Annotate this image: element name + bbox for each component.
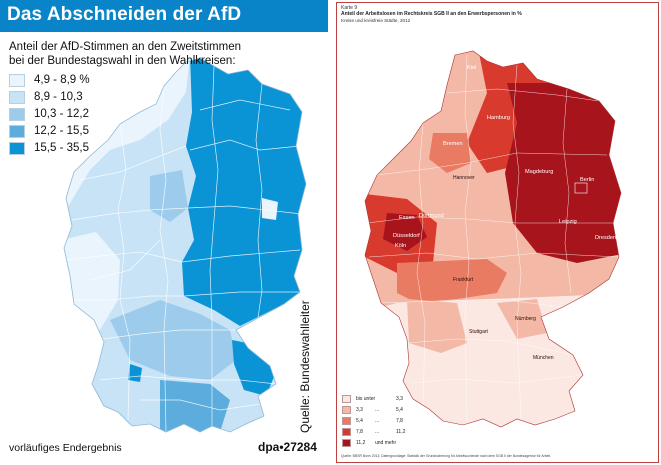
legend-row: 8,9 - 10,3 bbox=[9, 90, 149, 107]
lower-saxony-east bbox=[150, 170, 188, 222]
right-subtitle: Kreise und kreisfreie Städte, 2012 bbox=[341, 18, 411, 23]
legend-sep: und mehr bbox=[375, 439, 397, 446]
afd-map-panel: Das Abschneiden der AfD bbox=[0, 0, 328, 465]
legend-swatch bbox=[342, 395, 351, 403]
legend-swatch bbox=[9, 74, 25, 87]
legend-label: 12,2 - 15,5 bbox=[34, 125, 89, 137]
right-title: Anteil der Arbeitslosen im Rechtskreis S… bbox=[341, 11, 522, 17]
legend-swatch bbox=[9, 125, 25, 138]
legend-swatch bbox=[9, 142, 25, 155]
left-header-bar: Das Abschneiden der AfD bbox=[0, 0, 328, 32]
germany-outline-right bbox=[364, 50, 622, 428]
afd-germany-map bbox=[63, 57, 307, 433]
legend-swatch bbox=[342, 439, 351, 447]
legend-to: 3,3 bbox=[396, 395, 403, 402]
legend-row: 4,9 - 8,9 % bbox=[9, 73, 149, 90]
legend-row: 15,5 - 35,5 bbox=[9, 141, 149, 158]
city-label: Essen bbox=[399, 215, 415, 221]
city-label: München bbox=[533, 355, 554, 361]
right-source: Quelle: BBSR Bonn 2013; Datengrundlage: … bbox=[341, 454, 552, 458]
legend-label: 4,9 - 8,9 % bbox=[34, 74, 90, 86]
city-label: Magdeburg bbox=[525, 169, 553, 175]
city-label: Dortmund bbox=[419, 213, 444, 219]
unemployment-map-panel: Karte 9 Anteil der Arbeitslosen im Recht… bbox=[336, 2, 659, 463]
city-label: Leipzig bbox=[559, 219, 577, 225]
lower-saxony-west bbox=[429, 133, 471, 173]
legend-to: 11,2 bbox=[396, 428, 406, 435]
legend-from: 7,8 bbox=[356, 428, 363, 435]
left-subtitle: Anteil der AfD-Stimmen an den Zweitstimm… bbox=[9, 41, 242, 67]
legend-from: 11,2 bbox=[356, 439, 366, 446]
left-title: Das Abschneiden der AfD bbox=[7, 4, 242, 25]
hesse-mid bbox=[397, 259, 507, 303]
city-label: Dresden bbox=[595, 235, 616, 241]
legend-row: 3,3... 5,4 bbox=[342, 405, 422, 416]
legend-label: 15,5 - 35,5 bbox=[34, 142, 89, 154]
germany-outline-left bbox=[63, 57, 307, 433]
district-lines-right bbox=[366, 54, 620, 424]
city-label: Hannover bbox=[453, 175, 475, 181]
legend-row: 7,8... 11,2 bbox=[342, 427, 422, 438]
legend-sep: ... bbox=[375, 428, 380, 435]
left-footer-note: vorläufiges Endergebnis bbox=[9, 442, 122, 454]
city-label: Berlin bbox=[580, 177, 594, 183]
berlin-west bbox=[262, 198, 278, 220]
right-map-number: Karte 9 bbox=[341, 5, 358, 11]
legend-row: 5,4... 7,8 bbox=[342, 416, 422, 427]
city-label: Nürnberg bbox=[515, 316, 536, 322]
city-label: Kiel bbox=[467, 65, 476, 71]
city-label: Bremen bbox=[443, 141, 463, 147]
city-labels: Hamburg Bremen Hannover Berlin Dortmund … bbox=[393, 65, 616, 361]
legend-from: 3,3 bbox=[356, 406, 363, 413]
legend-to: 5,4 bbox=[396, 406, 403, 413]
legend-row: 10,3 - 12,2 bbox=[9, 107, 149, 124]
south-mid bbox=[110, 300, 236, 380]
city-label: Frankfurt bbox=[453, 277, 474, 283]
legend-sep: ... bbox=[375, 406, 380, 413]
legend-swatch bbox=[342, 417, 351, 425]
legend-row: bis unter 3,3 bbox=[342, 394, 422, 405]
legend-to: 7,8 bbox=[396, 417, 403, 424]
legend-row: 11,2 und mehr bbox=[342, 438, 422, 449]
berlin-area bbox=[574, 182, 588, 194]
legend-from: 5,4 bbox=[356, 417, 363, 424]
east-high bbox=[505, 83, 621, 263]
legend-label: 10,3 - 12,2 bbox=[34, 108, 89, 120]
city-label: Stuttgart bbox=[469, 329, 489, 335]
ruhr-high bbox=[383, 213, 427, 251]
bavaria-east bbox=[160, 380, 230, 432]
city-label: Hamburg bbox=[487, 115, 510, 121]
spot-high bbox=[128, 364, 142, 382]
afd-legend: 4,9 - 8,9 % 8,9 - 10,3 10,3 - 12,2 12,2 … bbox=[9, 73, 149, 158]
city-label: Köln bbox=[395, 243, 406, 249]
legend-label: 8,9 - 10,3 bbox=[34, 91, 83, 103]
legend-swatch bbox=[9, 91, 25, 104]
rhine-low-mid bbox=[407, 299, 467, 353]
franconia-mid bbox=[497, 299, 547, 339]
unemployment-legend: bis unter 3,3 3,3... 5,4 5,4... 7,8 7,8... 1… bbox=[342, 394, 422, 449]
legend-swatch bbox=[342, 406, 351, 414]
legend-swatch bbox=[9, 108, 25, 121]
legend-from: bis unter bbox=[356, 395, 376, 402]
unemployment-germany-map: Hamburg Bremen Hannover Berlin Dortmund … bbox=[364, 50, 622, 428]
legend-swatch bbox=[342, 428, 351, 436]
legend-sep: ... bbox=[375, 417, 380, 424]
district-lines bbox=[65, 65, 303, 432]
dpa-brand: dpa•27284 bbox=[258, 440, 317, 454]
city-label: Düsseldorf bbox=[393, 233, 420, 239]
left-source: Quelle: Bundeswahlleiter bbox=[298, 300, 312, 433]
legend-row: 12,2 - 15,5 bbox=[9, 124, 149, 141]
